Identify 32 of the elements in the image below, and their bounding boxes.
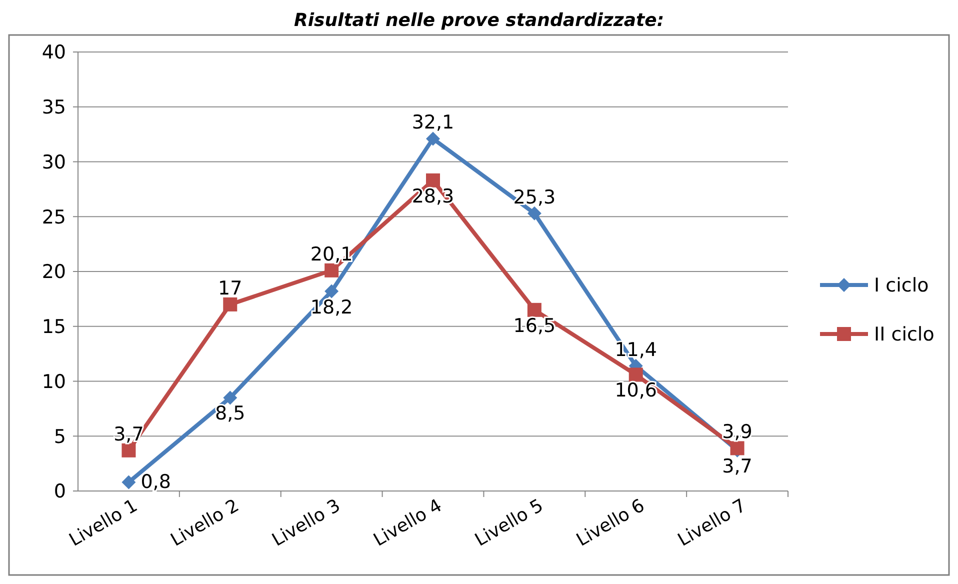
data-label: 3,7 [722,455,752,478]
point [426,173,440,188]
data-label: 25,3 [513,186,556,208]
point [122,475,136,490]
data-label: 17 [218,277,242,300]
data-label: 8,5 [215,402,246,425]
data-label: 16,5 [513,314,556,337]
y-tick-label: 40 [42,42,66,64]
y-tick-label: 25 [42,206,66,228]
data-label: 10,6 [614,380,658,402]
point [324,284,339,298]
legend-label: I ciclo [874,274,929,297]
data-label: 3,9 [722,421,752,444]
y-tick-label: 15 [42,316,66,338]
point [426,132,440,146]
data-label: 32,1 [412,112,454,134]
point [223,390,238,405]
y-tick-label: 0 [54,480,66,503]
point [527,302,542,317]
y-tick-label: 10 [42,370,66,393]
y-tick-label: 5 [54,426,66,448]
point [628,368,643,382]
y-tick-label: 35 [42,96,66,119]
y-tick-label: 30 [42,151,66,174]
point [122,443,136,458]
point [223,297,238,312]
legend-label: II ciclo [874,324,934,346]
chart-title: Risultati nelle prove standardizzate: [294,10,664,31]
y-tick-label: 20 [42,261,66,284]
data-label: 0,8 [140,471,171,494]
point [324,263,339,278]
point [527,206,542,220]
